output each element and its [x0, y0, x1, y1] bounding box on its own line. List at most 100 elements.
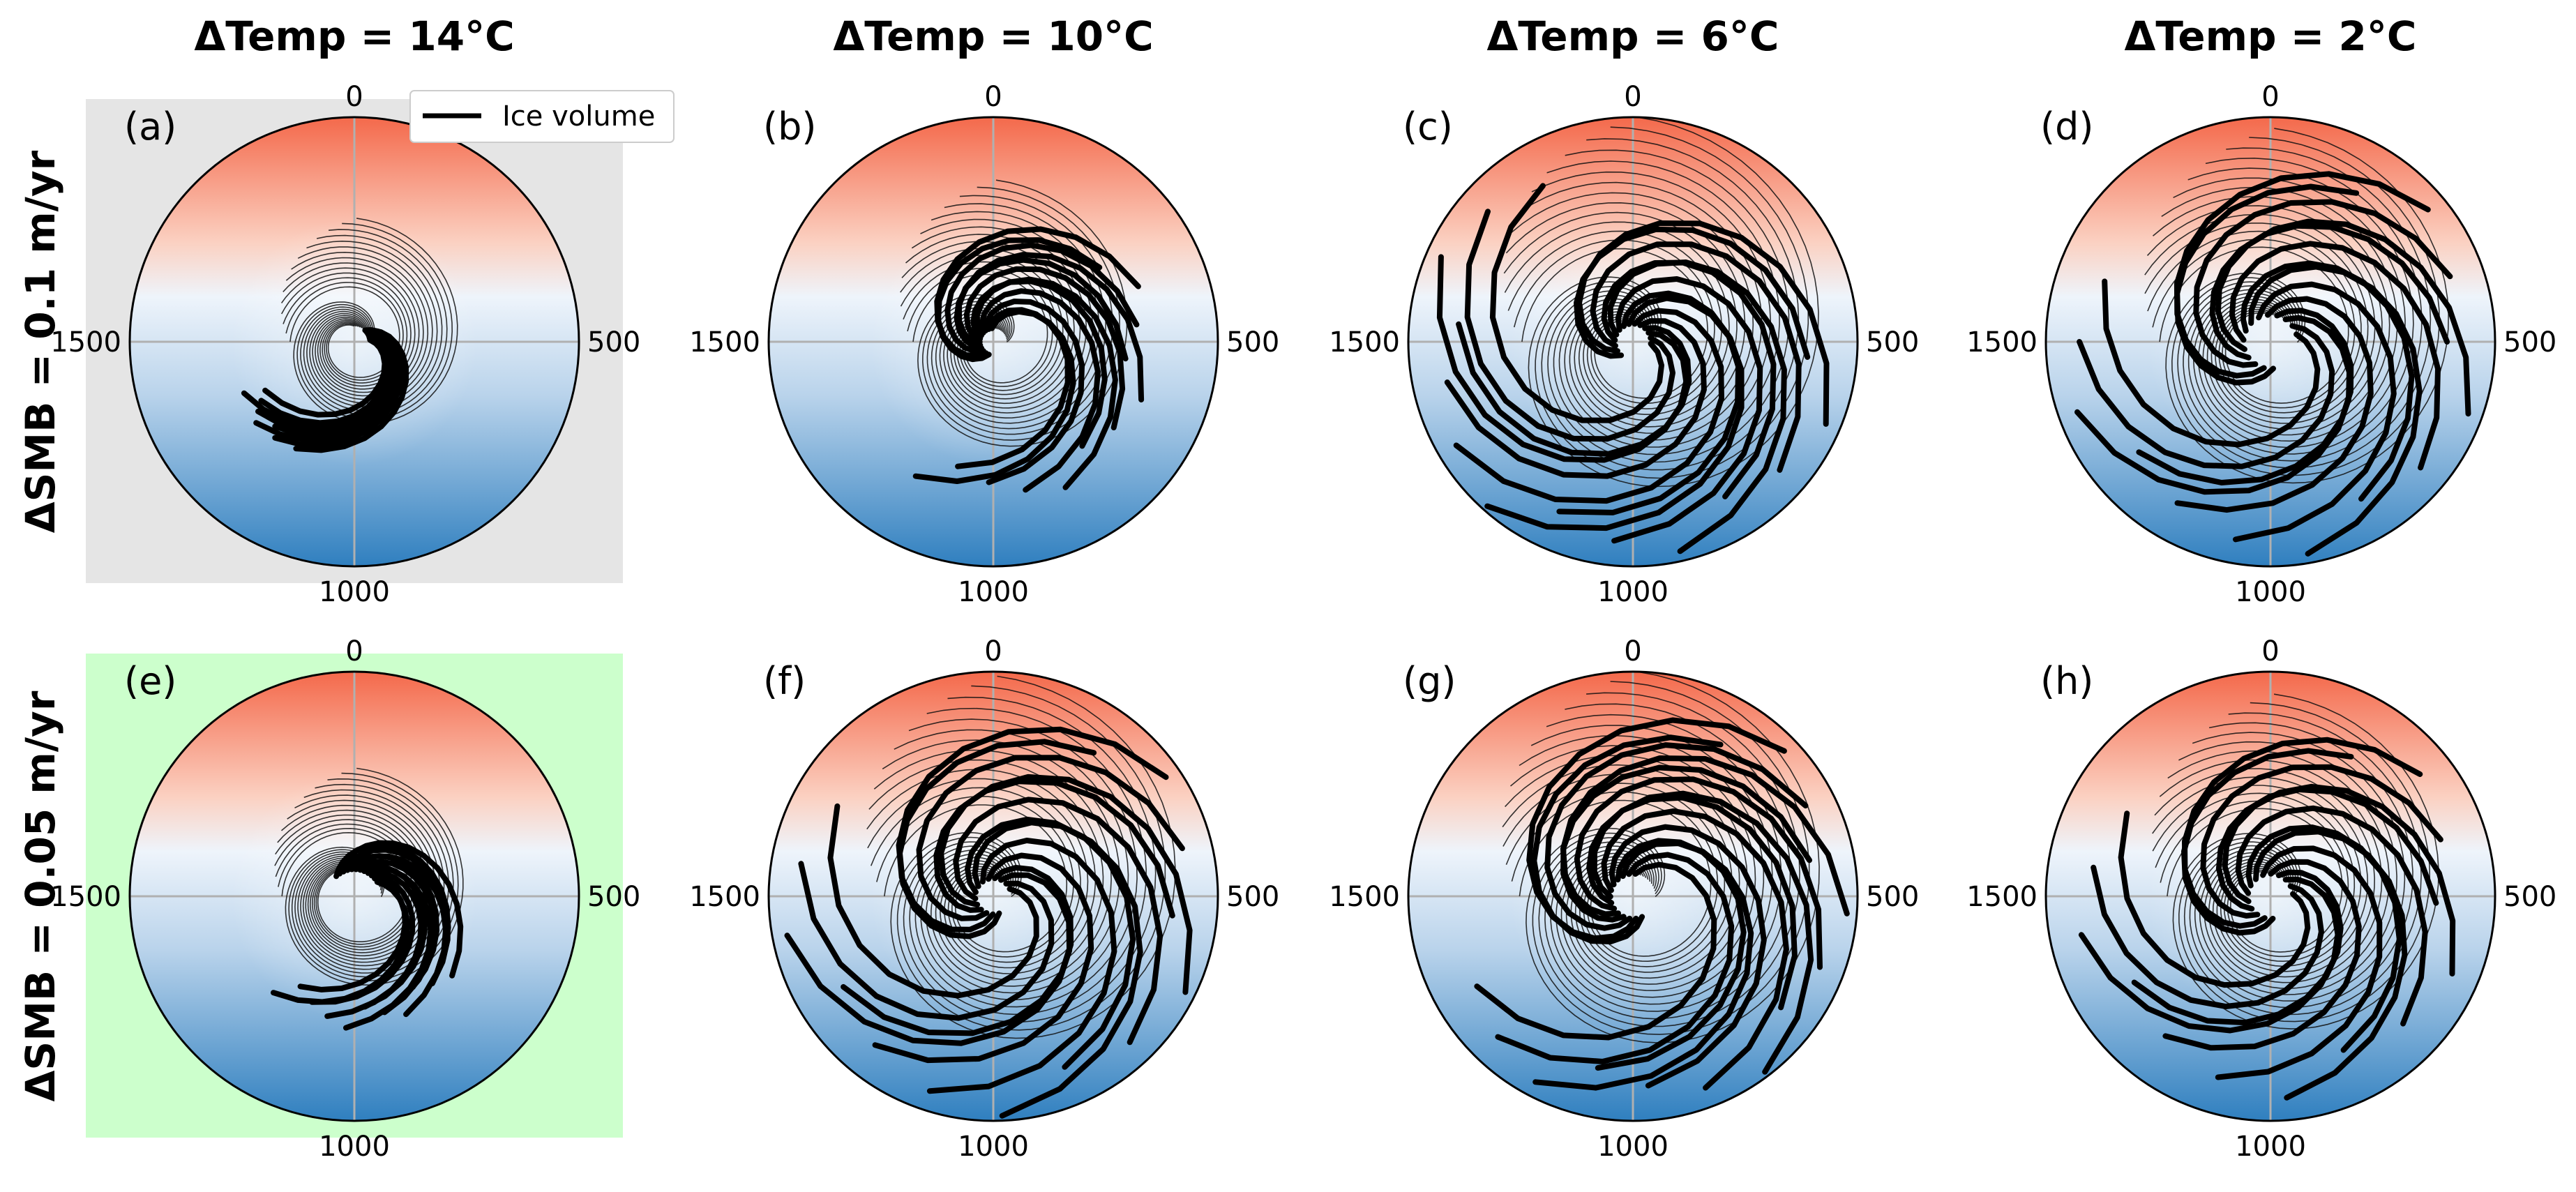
ice-volume-thick-line: [974, 276, 1118, 490]
ice-volume-thick-line: [1444, 318, 1707, 479]
ice-volume-thin-line: [297, 246, 433, 404]
ice-volume-thick-line: [963, 266, 1126, 430]
ice-volume-thick-line: [2215, 218, 2471, 417]
ice-volume-thick-line: [944, 242, 1140, 354]
ice-volume-thick-line: [912, 308, 1076, 484]
ice-volume-thin-line: [2159, 759, 2383, 983]
ice-volume-thin-line: [2177, 147, 2432, 469]
angular-tick-label: 0: [2261, 81, 2279, 113]
ice-volume-thick-line: [938, 774, 1193, 995]
legend-label: Ice volume: [502, 100, 655, 133]
ice-volume-thick-line: [271, 879, 410, 1005]
angular-tick-label: 0: [345, 81, 363, 113]
ice-volume-thick-line: [2222, 783, 2456, 976]
legend-box: [409, 90, 675, 143]
ice-volume-thick-line: [2215, 845, 2383, 1080]
angular-tick-label: 0: [2261, 635, 2279, 667]
ice-volume-thick-line: [1560, 755, 1850, 917]
ice-volume-thick-line: [1489, 183, 1664, 423]
angular-tick-label: 500: [587, 326, 640, 359]
angular-tick-label: 1000: [1597, 1131, 1669, 1163]
panel-c: 0 500 1000 1500 (c): [1329, 81, 1919, 608]
ice-volume-thick-line: [2091, 864, 2324, 1009]
row-title-1: ΔSMB = 0.1 m/yr: [17, 150, 64, 533]
ice-volume-thick-line: [2118, 810, 2311, 988]
ice-volume-thick-line: [241, 337, 391, 429]
ice-volume-thick-line: [1436, 254, 1689, 463]
ice-volume-thick-line: [2174, 296, 2374, 513]
ice-volume-thick-line: [926, 838, 1117, 1094]
ice-volume-thin-line: [291, 251, 429, 400]
ice-volume-thin-line: [303, 234, 443, 412]
ice-volume-lines: [1436, 117, 1830, 554]
ice-volume-thick-line: [798, 861, 1055, 1021]
ice-volume-thick-line: [1601, 808, 1789, 1091]
ice-volume-thick-line: [1607, 259, 1787, 554]
ice-volume-thick-line: [2253, 829, 2408, 1101]
ice-volume-thick-line: [934, 226, 1141, 359]
ice-volume-thick-line: [1576, 220, 1830, 427]
panel-label: (f): [763, 659, 806, 703]
polar-frame: [767, 116, 1219, 568]
ice-volume-thick-line: [1484, 295, 1745, 531]
ice-volume-thick-line: [1544, 742, 1809, 931]
ice-volume-thick-line: [2074, 315, 2352, 495]
ice-volume-thick-line: [2102, 278, 2321, 448]
ice-volume-thick-line: [1526, 717, 1787, 942]
ice-volume-thin-line: [281, 272, 412, 387]
angular-tick-label: 1500: [1329, 326, 1400, 359]
ice-volume-thick-line: [953, 797, 1163, 1046]
angular-tick-label: 1000: [2235, 576, 2306, 608]
angular-tick-label: 500: [2503, 326, 2556, 359]
angular-tick-label: 1000: [958, 1131, 1029, 1163]
ice-volume-thick-line: [1464, 209, 1675, 442]
ice-volume-thin-line: [300, 229, 448, 416]
ice-volume-lines: [241, 218, 458, 453]
angular-tick-label: 500: [1866, 326, 1919, 359]
ice-volume-lines: [900, 179, 1145, 493]
ice-volume-lines: [2074, 128, 2471, 557]
ice-volume-thin-line: [2155, 792, 2356, 963]
angular-tick-label: 0: [1624, 81, 1641, 113]
angular-tick-label: 500: [587, 881, 640, 913]
ice-volume-lines: [2078, 693, 2456, 1101]
angular-tick-label: 1000: [958, 576, 1029, 608]
angular-tick-label: 500: [1226, 326, 1279, 359]
ice-volume-thin-line: [1530, 725, 1773, 1005]
ice-volume-thick-line: [349, 853, 449, 1018]
ice-volume-thick-line: [2200, 764, 2443, 919]
angular-tick-label: 1000: [1597, 576, 1669, 608]
polar-frame: [2044, 116, 2496, 568]
ice-volume-thick-line: [1574, 776, 1823, 970]
ice-volume-thick-line: [784, 872, 1073, 1046]
polar-frame: [2044, 670, 2496, 1122]
ice-volume-thick-line: [827, 803, 1039, 999]
ice-volume-thin-line: [2154, 768, 2376, 978]
panel-b: 0 500 1000 1500 (b): [689, 81, 1279, 608]
ice-volume-thick-line: [1590, 241, 1802, 473]
ice-volume-thick-line: [337, 840, 464, 979]
panel-label: (h): [2040, 659, 2093, 703]
ice-volume-thin-line: [275, 823, 416, 948]
ice-volume-thick-line: [2235, 805, 2428, 1027]
ice-volume-thin-line: [280, 267, 416, 390]
angular-tick-label: 0: [345, 635, 363, 667]
ice-volume-thin-line: [920, 218, 1094, 419]
ice-volume-thin-line: [283, 277, 408, 384]
ice-volume-thin-line: [293, 218, 458, 425]
panel-h: 0 500 1000 1500 (h): [1966, 635, 2556, 1163]
ice-volume-thin-line: [294, 794, 441, 967]
ice-volume-thin-line: [283, 262, 420, 393]
panel-label: (g): [1403, 659, 1456, 703]
panel-a: 0 500 1000 1500 (a): [50, 81, 640, 608]
ice-volume-thin-line: [2192, 732, 2406, 1002]
polar-frame: [1407, 670, 1859, 1122]
ice-volume-thick-line: [1532, 840, 1754, 1091]
panel-g: 0 500 1000 1500 (g): [1329, 635, 1919, 1163]
ice-volume-thick-line: [2233, 281, 2397, 543]
ice-volume-thick-line: [1609, 824, 1767, 1089]
ice-volume-thin-line: [1502, 764, 1740, 979]
column-title-4: ΔTemp = 2°C: [2125, 13, 2417, 60]
ice-volume-thick-line: [872, 852, 1094, 1064]
